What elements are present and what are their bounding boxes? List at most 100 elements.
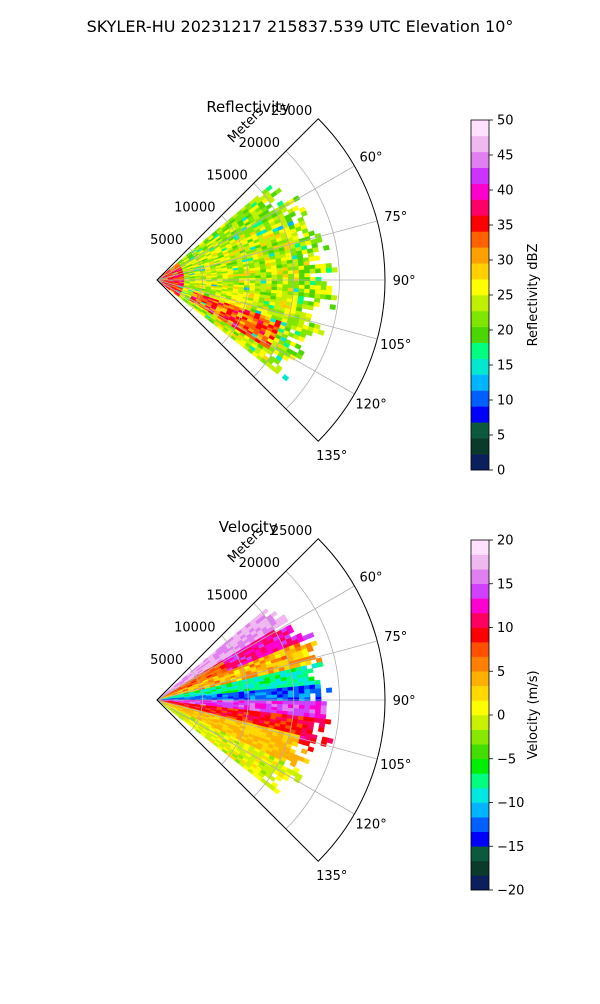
data-cell	[293, 683, 299, 687]
data-cell	[299, 285, 305, 289]
data-cell	[315, 286, 321, 291]
colorbar-tick-label: 0	[497, 709, 505, 724]
data-cell	[304, 265, 310, 269]
data-cell	[310, 277, 316, 281]
data-cell	[314, 302, 320, 307]
colorbar-tick-label: 50	[497, 114, 514, 129]
data-cell	[326, 688, 332, 693]
data-cell	[294, 694, 300, 698]
colorbar-segment	[471, 817, 489, 832]
radial-tick-label: 20000	[239, 136, 280, 151]
data-cell	[272, 278, 278, 281]
data-cell	[283, 694, 289, 698]
data-cell	[245, 276, 251, 279]
colorbar-segment	[471, 744, 489, 759]
data-cell	[326, 268, 332, 273]
data-cell	[321, 281, 327, 286]
data-cell	[305, 701, 311, 705]
data-cell	[261, 278, 266, 281]
data-cell	[282, 374, 289, 381]
colorbar-segment	[471, 803, 489, 818]
data-cell	[277, 691, 283, 695]
data-cell	[313, 247, 319, 252]
colorbar-segment	[471, 642, 489, 657]
data-cell	[277, 701, 283, 704]
data-cell	[304, 269, 310, 273]
data-cell	[283, 281, 289, 285]
data-cell	[330, 304, 336, 309]
data-cell	[261, 272, 267, 275]
data-cell	[293, 266, 299, 270]
data-cell	[320, 294, 326, 299]
data-cell	[318, 727, 324, 732]
data-cell	[261, 281, 267, 284]
data-cell	[266, 695, 272, 698]
data-cell	[266, 284, 272, 287]
data-cell	[255, 696, 261, 699]
data-cell	[321, 701, 327, 706]
azimuth-tick-label: 75°	[384, 210, 407, 225]
data-cell	[309, 681, 315, 686]
data-cell	[310, 269, 316, 273]
data-cell	[277, 271, 283, 275]
data-cell	[321, 706, 327, 711]
colorbar-segment	[471, 168, 489, 184]
data-cell	[272, 692, 278, 695]
data-cell	[304, 681, 310, 686]
panel-reflectivity: Reflectivity500010000150002000025000Mete…	[150, 98, 541, 479]
data-cell	[266, 701, 272, 704]
data-cell	[288, 278, 294, 282]
data-cell	[308, 746, 315, 752]
data-cell	[320, 264, 326, 269]
colorbar-segment	[471, 861, 489, 876]
data-cell	[277, 688, 283, 692]
data-cell	[250, 273, 256, 276]
data-cell	[277, 281, 283, 284]
colorbar-label: Reflectivity dBZ	[526, 244, 541, 347]
data-cell	[239, 696, 245, 698]
colorbar-segment	[471, 555, 489, 570]
colorbar-segment	[471, 730, 489, 745]
data-cell	[321, 286, 327, 291]
data-cell	[261, 692, 267, 695]
data-cell	[305, 273, 311, 277]
colorbar-tick-label: 10	[497, 621, 514, 636]
data-cell	[266, 278, 272, 281]
data-cell	[261, 695, 267, 698]
colorbar-segment	[471, 657, 489, 672]
data-cell	[234, 696, 240, 698]
colorbar-tick-label: 40	[497, 184, 514, 199]
data-cell	[294, 690, 300, 694]
data-cell	[302, 250, 308, 255]
data-cell	[310, 289, 316, 293]
data-cell	[250, 281, 256, 284]
data-cell	[255, 693, 261, 696]
data-cell	[239, 276, 245, 278]
colorbar-segment	[471, 584, 489, 599]
data-cell	[277, 695, 283, 698]
data-cell	[283, 701, 289, 705]
colorbar-segment	[471, 788, 489, 803]
data-cell	[294, 278, 300, 282]
data-cell	[283, 691, 289, 695]
data-cell	[299, 686, 305, 690]
panels: Reflectivity500010000150002000025000Mete…	[150, 98, 541, 899]
data-cell	[256, 278, 262, 281]
azimuth-tick-label: 90°	[393, 274, 416, 289]
data-cell	[331, 295, 337, 300]
data-cell	[304, 293, 310, 297]
data-cell	[312, 663, 318, 668]
data-cell	[245, 701, 251, 703]
data-cell	[304, 685, 310, 689]
data-cell	[326, 290, 332, 295]
data-cell	[283, 278, 289, 281]
data-cell	[310, 705, 316, 709]
colorbar-segment	[471, 875, 489, 890]
data-cell	[282, 687, 288, 691]
data-cell	[307, 668, 313, 673]
data-cells	[157, 609, 333, 795]
colorbar-segment	[471, 598, 489, 613]
colorbar-segment	[471, 390, 489, 406]
azimuth-tick-label: 90°	[393, 694, 416, 709]
